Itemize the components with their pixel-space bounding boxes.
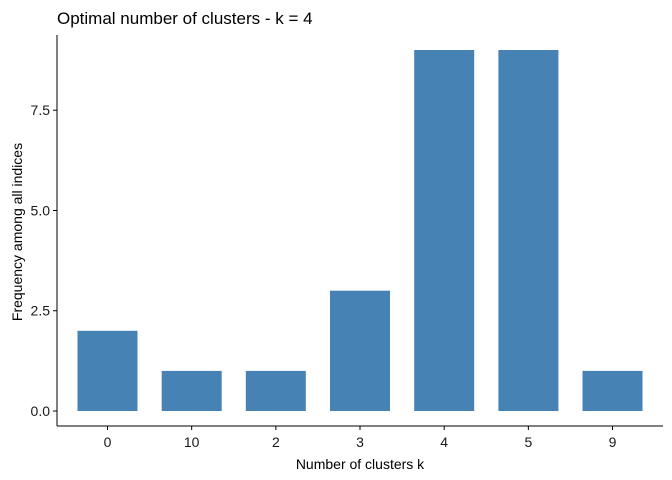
x-tick-label: 5 xyxy=(524,434,532,450)
bar-5 xyxy=(498,50,559,411)
y-tick-label: 0.0 xyxy=(31,403,51,419)
bars-group xyxy=(77,50,643,411)
x-axis-title: Number of clusters k xyxy=(296,456,425,472)
x-tick-label: 3 xyxy=(356,434,364,450)
bar-9 xyxy=(582,370,643,411)
bar-4 xyxy=(414,50,475,411)
bar-3 xyxy=(330,290,390,411)
x-tick-label: 9 xyxy=(609,434,617,450)
bar-10 xyxy=(161,370,222,411)
y-tick-label: 5.0 xyxy=(31,202,51,218)
y-axis-title: Frequency among all indices xyxy=(9,143,25,321)
y-tick-label: 2.5 xyxy=(31,303,51,319)
x-axis-ticks: 0 10 2 3 4 5 9 xyxy=(104,426,617,450)
y-tick-label: 7.5 xyxy=(31,102,51,118)
x-tick-label: 4 xyxy=(440,434,448,450)
x-tick-label: 0 xyxy=(104,434,112,450)
x-tick-label: 2 xyxy=(272,434,280,450)
bar-2 xyxy=(245,370,306,411)
chart-title: Optimal number of clusters - k = 4 xyxy=(57,9,313,28)
y-axis-ticks: 0.0 2.5 5.0 7.5 xyxy=(31,102,57,419)
bar-0 xyxy=(77,330,138,411)
x-tick-label: 10 xyxy=(184,434,200,450)
